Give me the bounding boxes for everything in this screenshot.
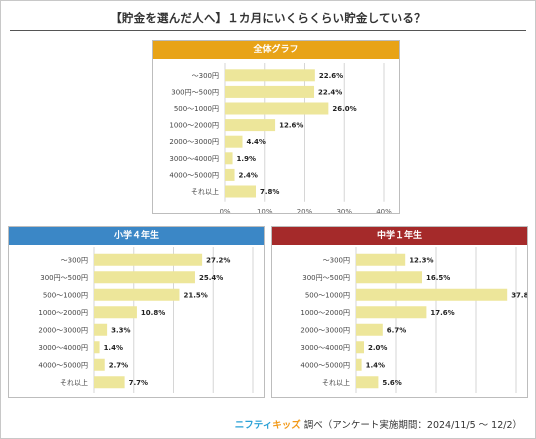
- value-label: 26.0%: [332, 105, 356, 113]
- bar: [225, 85, 315, 98]
- value-label: 1.9%: [237, 155, 256, 163]
- category-label: 4000～5000円: [38, 361, 88, 369]
- value-label: 5.6%: [382, 379, 401, 387]
- value-label: 37.8%: [511, 291, 527, 299]
- value-label: 12.3%: [409, 256, 433, 264]
- category-label: 2000～3000円: [38, 326, 88, 334]
- bar: [356, 358, 362, 371]
- chart-panel-junior: 中学１年生 0%10%20%30%40%～300円12.3%300円～500円1…: [271, 226, 528, 398]
- bar: [356, 288, 508, 301]
- bar: [356, 376, 379, 389]
- category-label: 500～1000円: [174, 105, 219, 113]
- bar: [225, 185, 257, 198]
- value-label: 22.6%: [319, 72, 343, 80]
- category-label: 3000～4000円: [169, 155, 219, 163]
- category-label: 300円～500円: [40, 274, 88, 282]
- bar: [356, 323, 383, 336]
- chart-panel-elementary: 小学４年生 0%10%20%30%40%～300円27.2%300円～500円2…: [8, 226, 265, 398]
- category-label: それ以上: [322, 378, 350, 387]
- category-label: 3000～4000円: [38, 344, 88, 352]
- value-label: 27.2%: [206, 256, 230, 264]
- value-label: 1.4%: [366, 361, 385, 369]
- value-label: 2.0%: [368, 344, 387, 352]
- bar: [94, 271, 195, 284]
- bar: [225, 119, 276, 132]
- bar: [356, 306, 427, 319]
- bar: [94, 341, 100, 354]
- x-tick-label: 10%: [257, 208, 273, 213]
- bar-chart-elementary: 0%10%20%30%40%～300円27.2%300円～500円25.4%50…: [38, 247, 254, 393]
- bar: [94, 323, 108, 336]
- bar: [225, 102, 329, 115]
- value-label: 7.8%: [260, 188, 279, 196]
- category-label: ～300円: [323, 256, 350, 264]
- page-title: 【貯金を選んだ人へ】１カ月にいくらくらい貯金している？: [110, 11, 426, 25]
- footer-source: ニフティキッズ 調べ（アンケート実施期間：2024/11/5 ～ 12/2）: [235, 417, 522, 431]
- category-label: ～300円: [192, 72, 219, 80]
- chart-title-all: 全体グラフ: [153, 41, 399, 59]
- value-label: 2.4%: [239, 171, 258, 179]
- value-label: 7.7%: [129, 379, 148, 387]
- bar: [94, 306, 137, 319]
- footer-brand-nifty: ニフティ: [234, 420, 273, 431]
- footer-survey-note: 調べ（アンケート実施期間：2024/11/5 ～ 12/2）: [303, 420, 522, 431]
- bar: [225, 135, 243, 148]
- category-label: 4000～5000円: [300, 361, 350, 369]
- category-label: 1000～2000円: [38, 309, 88, 317]
- chart-title-junior: 中学１年生: [272, 227, 527, 245]
- value-label: 6.7%: [387, 326, 406, 334]
- category-label: 4000～5000円: [169, 171, 219, 179]
- category-label: それ以上: [191, 187, 219, 196]
- value-label: 3.3%: [111, 326, 130, 334]
- category-label: 500～1000円: [305, 291, 350, 299]
- bar: [225, 168, 235, 181]
- value-label: 21.5%: [183, 291, 207, 299]
- value-label: 1.4%: [104, 344, 123, 352]
- value-label: 2.7%: [109, 361, 128, 369]
- bar: [94, 288, 180, 301]
- bar-chart-all: 0% 10% 20% 30% 40% ～300円 22.6% 300円～500円 22.4% 50…: [169, 63, 392, 213]
- category-label: 1000～2000円: [300, 309, 350, 317]
- bar: [94, 376, 125, 389]
- value-label: 16.5%: [426, 274, 450, 282]
- bar: [94, 358, 105, 371]
- bar: [356, 271, 422, 284]
- value-label: 12.6%: [279, 122, 303, 130]
- chart-panel-all: 全体グラフ 0% 10% 20% 30% 40% ～300円 22.6% 300円～500円 2…: [152, 40, 400, 214]
- category-label: 1000～2000円: [169, 122, 219, 130]
- category-label: それ以上: [60, 378, 88, 387]
- x-tick-label: 40%: [376, 208, 392, 213]
- value-label: 10.8%: [141, 309, 165, 317]
- value-label: 25.4%: [199, 274, 223, 282]
- value-label: 4.4%: [246, 138, 265, 146]
- category-label: 3000～4000円: [300, 344, 350, 352]
- bar: [356, 341, 364, 354]
- title-divider: [10, 30, 526, 31]
- footer-brand-kids: キッズ: [272, 420, 301, 431]
- category-label: ～300円: [61, 256, 88, 264]
- category-label: 300円～500円: [302, 274, 350, 282]
- category-label: 300円～500円: [171, 88, 219, 96]
- chart-title-elementary: 小学４年生: [9, 227, 264, 245]
- bar: [225, 69, 315, 82]
- bar: [356, 253, 406, 266]
- category-label: 500～1000円: [43, 291, 88, 299]
- bar: [94, 253, 203, 266]
- x-tick-label: 30%: [336, 208, 352, 213]
- value-label: 17.6%: [430, 309, 454, 317]
- value-label: 22.4%: [318, 88, 342, 96]
- x-tick-label: 0%: [219, 208, 230, 213]
- category-label: 2000～3000円: [300, 326, 350, 334]
- x-tick-label: 20%: [297, 208, 313, 213]
- bar: [225, 152, 233, 165]
- bar-chart-junior: 0%10%20%30%40%～300円12.3%300円～500円16.5%50…: [300, 247, 527, 393]
- category-label: 2000～3000円: [169, 138, 219, 146]
